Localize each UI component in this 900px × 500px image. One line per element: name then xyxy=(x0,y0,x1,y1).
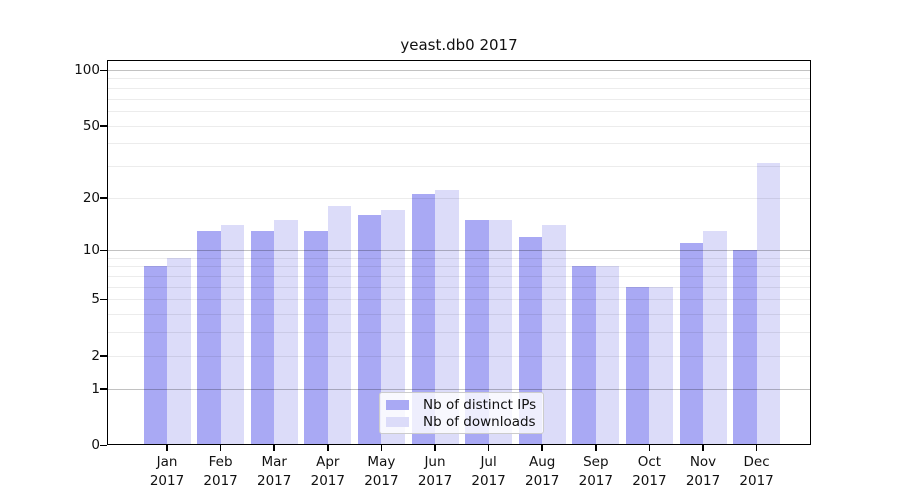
ips-bar-apr xyxy=(304,230,328,444)
downloads-bar-apr xyxy=(327,205,352,444)
y-tick-50 xyxy=(100,125,107,127)
ips-bar-sep xyxy=(572,266,596,444)
ips-bar-nov xyxy=(679,243,703,444)
x-tick-label-dec: Dec 2017 xyxy=(739,454,774,489)
minor-gridline-2 xyxy=(107,355,811,357)
minor-gridline-40 xyxy=(107,143,811,145)
y-tick-2 xyxy=(100,355,107,357)
y-tick-label-5: 5 xyxy=(91,291,100,308)
y-tick-0 xyxy=(100,444,107,446)
legend-label-distinct-ips: Nb of distinct IPs xyxy=(423,397,537,413)
major-gridline-100 xyxy=(107,70,811,71)
downloads-bar-oct xyxy=(649,286,673,444)
ips-bar-jan xyxy=(143,266,167,444)
major-gridline-1 xyxy=(107,388,811,390)
y-tick-5 xyxy=(100,298,107,301)
downloads-bar-nov xyxy=(703,230,727,444)
x-tick-may xyxy=(380,445,383,451)
minor-gridline-30 xyxy=(107,165,811,167)
minor-gridline-70 xyxy=(107,98,811,100)
distinct-ips-swatch-icon xyxy=(386,400,409,410)
downloads-bar-mar xyxy=(274,219,298,444)
downloads-bar-jun xyxy=(435,190,459,444)
x-tick-label-jun: Jun 2017 xyxy=(417,454,453,489)
downloads-bar-feb xyxy=(220,224,245,444)
x-tick-sep xyxy=(595,445,597,451)
y-tick-20 xyxy=(100,197,107,199)
ips-bar-oct xyxy=(625,286,650,444)
minor-gridline-20 xyxy=(107,197,811,199)
y-tick-10 xyxy=(100,249,107,252)
downloads-bar-sep xyxy=(595,266,620,444)
x-tick-label-nov: Nov 2017 xyxy=(685,454,721,489)
x-tick-dec xyxy=(755,445,758,451)
y-tick-label-10: 10 xyxy=(82,242,100,259)
y-tick-label-0: 0 xyxy=(91,437,100,453)
legend-row-downloads: Nb of downloads xyxy=(386,414,537,430)
ips-bar-feb xyxy=(197,230,221,444)
x-tick-label-feb: Feb 2017 xyxy=(203,454,238,489)
minor-gridline-7 xyxy=(107,276,811,278)
minor-gridline-5 xyxy=(107,299,811,301)
y-tick-label-50: 50 xyxy=(82,117,100,134)
legend-label-downloads: Nb of downloads xyxy=(423,414,536,430)
x-tick-label-apr: Apr 2017 xyxy=(310,454,345,489)
minor-gridline-4 xyxy=(107,314,811,316)
x-tick-jan xyxy=(166,445,168,451)
minor-gridline-90 xyxy=(107,78,811,80)
minor-gridline-9 xyxy=(107,257,811,259)
y-tick-label-100: 100 xyxy=(74,62,100,78)
ips-bar-jun xyxy=(411,193,435,444)
minor-gridline-6 xyxy=(107,286,811,288)
downloads-bar-may xyxy=(381,210,405,444)
x-tick-mar xyxy=(273,445,275,451)
x-tick-aug xyxy=(541,445,543,451)
chart-title: yeast.db0 2017 xyxy=(400,36,518,54)
y-tick-label-20: 20 xyxy=(82,189,100,206)
x-tick-nov xyxy=(702,445,704,451)
minor-gridline-3 xyxy=(107,332,811,334)
ips-bar-may xyxy=(357,214,382,444)
x-tick-label-sep: Sep 2017 xyxy=(578,454,613,489)
x-tick-label-jan: Jan 2017 xyxy=(149,454,185,489)
x-tick-feb xyxy=(219,445,222,451)
minor-gridline-8 xyxy=(107,266,811,268)
x-tick-label-oct: Oct 2017 xyxy=(632,454,667,489)
ips-bar-jul xyxy=(465,219,489,444)
y-tick-1 xyxy=(100,388,107,390)
downloads-bar-jan xyxy=(167,257,191,444)
downloads-bar-dec xyxy=(756,163,781,444)
x-tick-label-may: May 2017 xyxy=(364,454,399,489)
downloads-bar-jul xyxy=(488,219,513,444)
downloads-swatch-icon xyxy=(386,417,409,427)
x-tick-jun xyxy=(434,445,436,451)
x-tick-label-aug: Aug 2017 xyxy=(525,454,560,489)
x-tick-jul xyxy=(487,445,490,451)
legend-row-distinct-ips: Nb of distinct IPs xyxy=(386,397,537,413)
ips-bar-dec xyxy=(733,250,757,444)
minor-gridline-50 xyxy=(107,125,811,127)
x-tick-oct xyxy=(648,445,651,451)
x-tick-apr xyxy=(327,445,329,451)
minor-gridline-80 xyxy=(107,87,811,89)
downloads-bar-aug xyxy=(542,224,566,444)
y-tick-100 xyxy=(100,69,107,71)
legend: Nb of distinct IPs Nb of downloads xyxy=(379,392,544,434)
minor-gridline-60 xyxy=(107,110,811,112)
x-tick-label-jul: Jul 2017 xyxy=(471,454,506,489)
y-tick-label-2: 2 xyxy=(91,347,100,364)
x-tick-label-mar: Mar 2017 xyxy=(257,454,292,489)
ips-bar-mar xyxy=(250,230,275,444)
major-gridline-10 xyxy=(107,250,811,252)
y-tick-label-1: 1 xyxy=(91,380,100,397)
